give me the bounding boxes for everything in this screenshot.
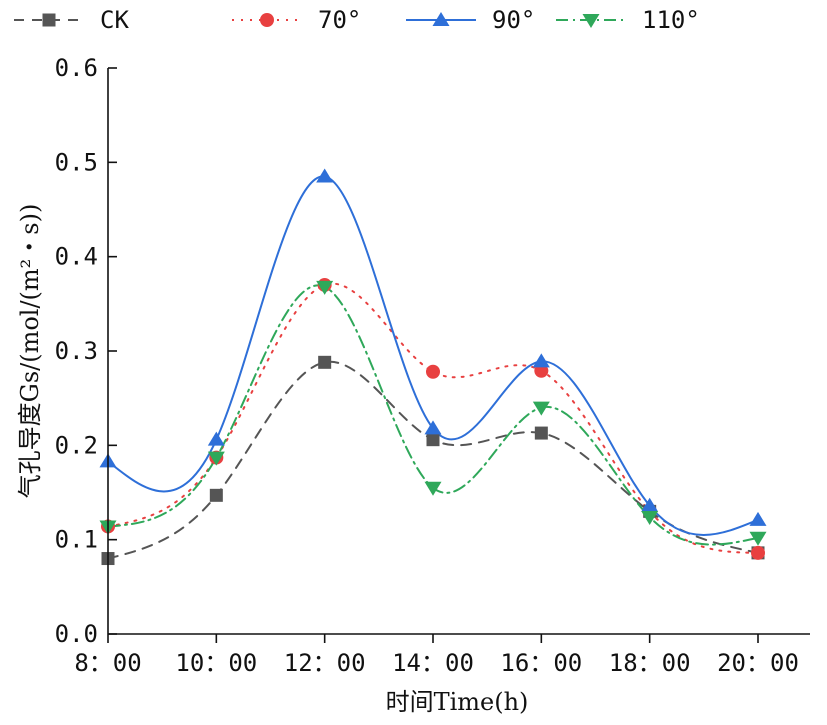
data-point [318, 355, 332, 369]
legend-item: CK [14, 6, 129, 34]
series-line [107, 284, 759, 546]
x-tick-label: 16：00 [500, 649, 582, 677]
axes: 0.0 0.1 0.2 0.3 0.4 0.5 0.6 8：00 10：00 12：00 14：00… [55, 54, 810, 677]
y-tick-label: 0.1 [55, 526, 98, 554]
y-tick-label: 0.0 [55, 620, 98, 648]
data-point [426, 433, 440, 447]
x-tick-label: 8：00 [74, 649, 141, 677]
legend-item: 110° [556, 6, 700, 34]
data-point [641, 511, 659, 526]
x-tick-label: 18：00 [609, 649, 691, 677]
series-line [107, 175, 759, 536]
data-point [532, 401, 550, 416]
data-point [316, 280, 334, 295]
x-tick-label: 10：00 [175, 649, 257, 677]
data-point [532, 353, 550, 368]
series-line [107, 282, 759, 554]
legend-item: 90° [406, 6, 535, 34]
legend-label: 90° [492, 6, 535, 34]
data-point [207, 451, 225, 466]
y-tick-label: 0.6 [55, 54, 98, 82]
x-tick-label: 12：00 [284, 649, 366, 677]
legend-item: 70° [232, 6, 361, 34]
legend-label: 70° [318, 6, 361, 34]
data-point [207, 431, 225, 446]
data-point [424, 481, 442, 496]
data-point [424, 420, 442, 435]
data-point [209, 488, 223, 502]
y-axis-title: 气孔导度Gs/(mol/(m²・s)) [16, 204, 44, 499]
legend-marker [432, 12, 450, 26]
x-axis-title: 时间Time(h) [386, 688, 529, 716]
legend-label: CK [100, 6, 129, 34]
series-markers [99, 168, 767, 566]
data-point [749, 511, 767, 526]
legend-marker [582, 14, 600, 28]
data-point [316, 168, 334, 183]
legend-label: 110° [642, 6, 700, 34]
legend: CK 70° 90° 110° [14, 6, 700, 34]
data-point [641, 497, 659, 512]
legend-marker [260, 13, 274, 27]
data-point [426, 364, 440, 379]
y-tick-label: 0.3 [55, 337, 98, 365]
y-tick-label: 0.5 [55, 148, 98, 176]
x-tick-label: 14：00 [392, 649, 474, 677]
y-tick-label: 0.2 [55, 431, 98, 459]
x-tick-label: 20：00 [717, 649, 799, 677]
y-tick-label: 0.4 [55, 243, 98, 271]
data-point [749, 531, 767, 546]
data-point [534, 426, 548, 440]
data-point [751, 545, 765, 560]
legend-marker [42, 13, 56, 27]
